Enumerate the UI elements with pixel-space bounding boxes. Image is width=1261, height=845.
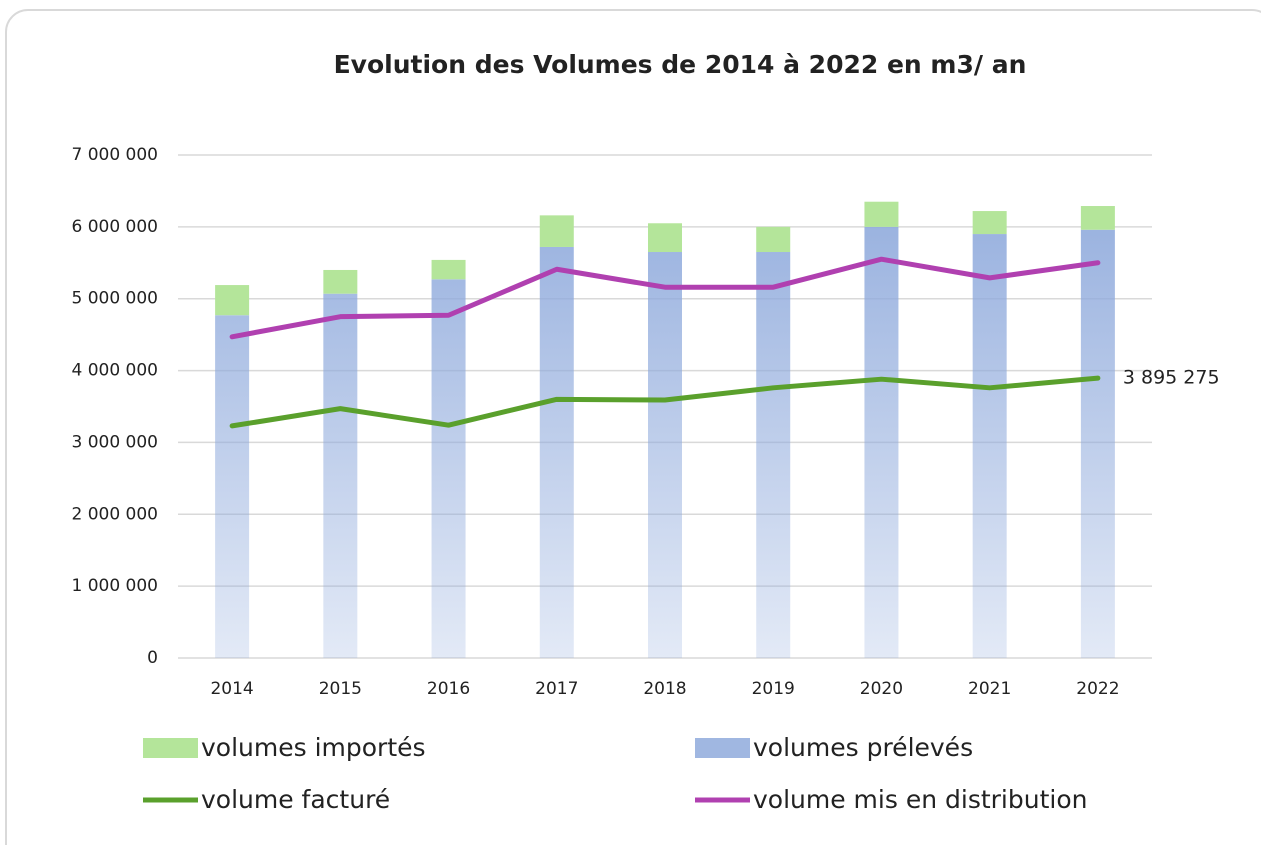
x-tick-label: 2015 — [319, 679, 362, 699]
y-tick-label: 1 000 000 — [71, 576, 158, 596]
legend-label: volumes importés — [201, 733, 426, 762]
legend-swatch — [695, 738, 750, 758]
y-tick-label: 3 000 000 — [71, 432, 158, 452]
x-tick-label: 2014 — [210, 679, 253, 699]
bar — [323, 269, 358, 294]
x-tick-label: 2017 — [535, 679, 578, 699]
bar — [431, 279, 466, 658]
legend-swatch — [143, 738, 198, 758]
x-tick-label: 2019 — [752, 679, 795, 699]
bar — [215, 285, 250, 316]
bar — [864, 226, 899, 658]
bar — [323, 293, 358, 658]
bar — [972, 234, 1007, 659]
x-tick-label: 2018 — [643, 679, 686, 699]
data-label: 3 895 275 — [1123, 367, 1220, 389]
y-tick-label: 5 000 000 — [71, 289, 158, 309]
legend-label: volume facturé — [201, 785, 390, 814]
legend-label: volume mis en distribution — [753, 785, 1087, 814]
y-tick-label: 2 000 000 — [71, 504, 158, 524]
y-tick-label: 4 000 000 — [71, 361, 158, 381]
x-tick-label: 2022 — [1076, 679, 1119, 699]
line — [229, 256, 1101, 340]
line — [229, 375, 1101, 429]
bar — [864, 201, 899, 227]
bar — [756, 226, 791, 253]
y-tick-label: 7 000 000 — [71, 145, 158, 165]
bar — [539, 246, 574, 658]
bar — [1080, 206, 1115, 230]
x-tick-label: 2021 — [968, 679, 1011, 699]
bar — [648, 223, 682, 253]
bar — [756, 252, 791, 658]
chart-frame — [5, 9, 1261, 845]
bar — [431, 259, 466, 280]
bar — [972, 211, 1007, 235]
y-tick-label: 0 — [147, 648, 158, 668]
legend-label: volumes prélevés — [753, 733, 973, 762]
bar — [215, 315, 250, 658]
bar — [539, 215, 574, 247]
x-tick-label: 2016 — [427, 679, 470, 699]
x-tick-label: 2020 — [860, 679, 903, 699]
y-tick-label: 6 000 000 — [71, 217, 158, 237]
bar — [648, 252, 682, 658]
chart-title: Evolution des Volumes de 2014 à 2022 en … — [334, 50, 1027, 79]
bar — [1080, 229, 1115, 658]
